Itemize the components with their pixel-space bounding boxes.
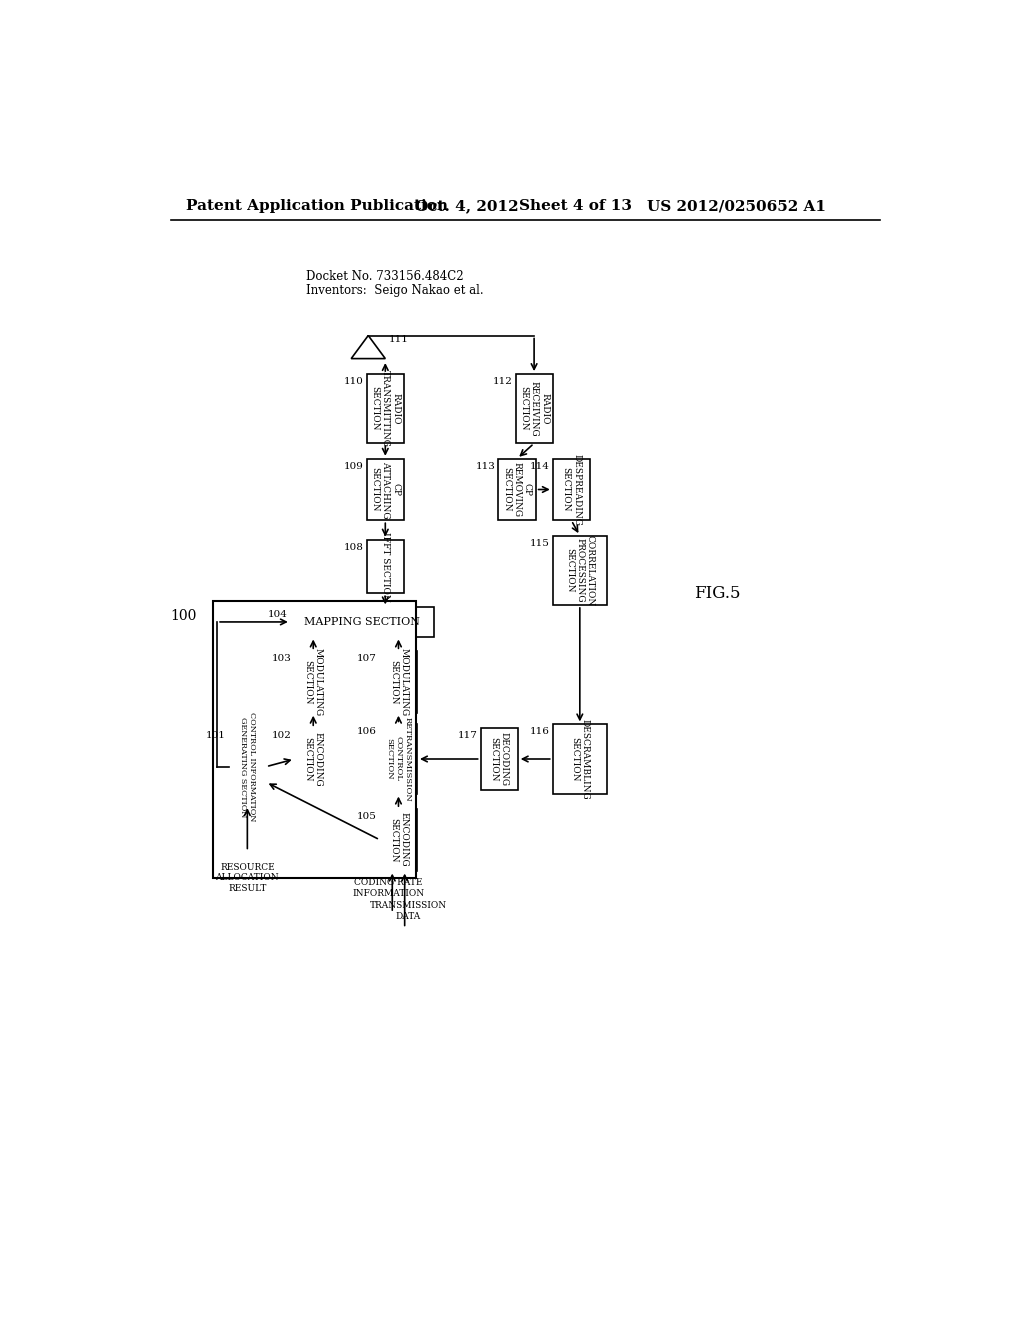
Text: US 2012/0250652 A1: US 2012/0250652 A1 <box>647 199 826 213</box>
Text: 106: 106 <box>357 727 377 737</box>
Bar <box>553 536 607 605</box>
Bar <box>228 729 266 805</box>
Text: MODULATING
SECTION: MODULATING SECTION <box>389 648 409 717</box>
Text: 100: 100 <box>170 609 197 623</box>
Bar <box>380 651 417 713</box>
Text: ENCODING
SECTION: ENCODING SECTION <box>303 731 323 787</box>
Text: 117: 117 <box>458 731 477 741</box>
Text: 114: 114 <box>529 462 550 471</box>
Text: ENCODING
SECTION: ENCODING SECTION <box>389 813 409 867</box>
Bar <box>213 601 416 878</box>
Text: 115: 115 <box>529 539 550 548</box>
Bar <box>291 607 434 636</box>
Bar <box>295 651 332 713</box>
Text: 104: 104 <box>267 610 288 619</box>
Text: 110: 110 <box>344 378 364 385</box>
Text: 109: 109 <box>344 462 364 471</box>
Text: 116: 116 <box>529 727 550 737</box>
Text: DESPREADING
SECTION: DESPREADING SECTION <box>561 454 581 525</box>
Text: Oct. 4, 2012: Oct. 4, 2012 <box>415 199 518 213</box>
Text: CONTROL INFORMATION
GENERATING SECTION: CONTROL INFORMATION GENERATING SECTION <box>239 711 256 821</box>
Bar <box>380 809 417 871</box>
Bar <box>515 374 553 444</box>
Bar <box>367 459 403 520</box>
Bar <box>499 459 536 520</box>
Text: DECODING
SECTION: DECODING SECTION <box>489 731 509 787</box>
Text: CP
REMOVING
SECTION: CP REMOVING SECTION <box>502 462 531 517</box>
Text: RADIO
RECEIVING
SECTION: RADIO RECEIVING SECTION <box>519 380 549 437</box>
Text: TRANSMISSION
DATA: TRANSMISSION DATA <box>370 902 447 921</box>
Text: MAPPING SECTION: MAPPING SECTION <box>304 616 421 627</box>
Text: 101: 101 <box>206 731 225 741</box>
Bar <box>295 729 332 789</box>
Text: RETRANSMISSION
CONTROL
SECTION: RETRANSMISSION CONTROL SECTION <box>385 717 412 801</box>
Text: 113: 113 <box>475 462 496 471</box>
Text: 107: 107 <box>357 655 377 663</box>
Text: 105: 105 <box>357 812 377 821</box>
Bar <box>367 540 403 594</box>
Text: FIG.5: FIG.5 <box>693 585 740 602</box>
Text: CODING RATE
INFORMATION: CODING RATE INFORMATION <box>352 878 425 898</box>
Text: RESOURCE
ALLOCATION
RESULT: RESOURCE ALLOCATION RESULT <box>215 863 280 892</box>
Text: 103: 103 <box>271 655 292 663</box>
Bar <box>367 374 403 444</box>
Text: 102: 102 <box>271 731 292 741</box>
Text: 112: 112 <box>493 378 512 385</box>
Text: CP
ATTACHING
SECTION: CP ATTACHING SECTION <box>371 461 400 519</box>
Text: DESCRAMBLING
SECTION: DESCRAMBLING SECTION <box>570 718 590 800</box>
Bar <box>553 725 607 793</box>
Text: IFFT SECTION: IFFT SECTION <box>381 532 390 602</box>
Text: RADIO
TRANSMITTING
SECTION: RADIO TRANSMITTING SECTION <box>371 370 400 447</box>
Text: MODULATING
SECTION: MODULATING SECTION <box>303 648 323 717</box>
Text: 111: 111 <box>388 335 409 345</box>
Text: Docket No. 733156.484C2: Docket No. 733156.484C2 <box>306 271 464 282</box>
Bar <box>380 725 417 793</box>
Bar <box>553 459 590 520</box>
Text: Patent Application Publication: Patent Application Publication <box>186 199 449 213</box>
Text: 108: 108 <box>344 543 364 552</box>
Text: CORRELATION
PROCESSING
SECTION: CORRELATION PROCESSING SECTION <box>565 535 595 606</box>
Text: Inventors:  Seigo Nakao et al.: Inventors: Seigo Nakao et al. <box>306 284 484 297</box>
Bar <box>480 729 518 789</box>
Text: Sheet 4 of 13: Sheet 4 of 13 <box>519 199 633 213</box>
